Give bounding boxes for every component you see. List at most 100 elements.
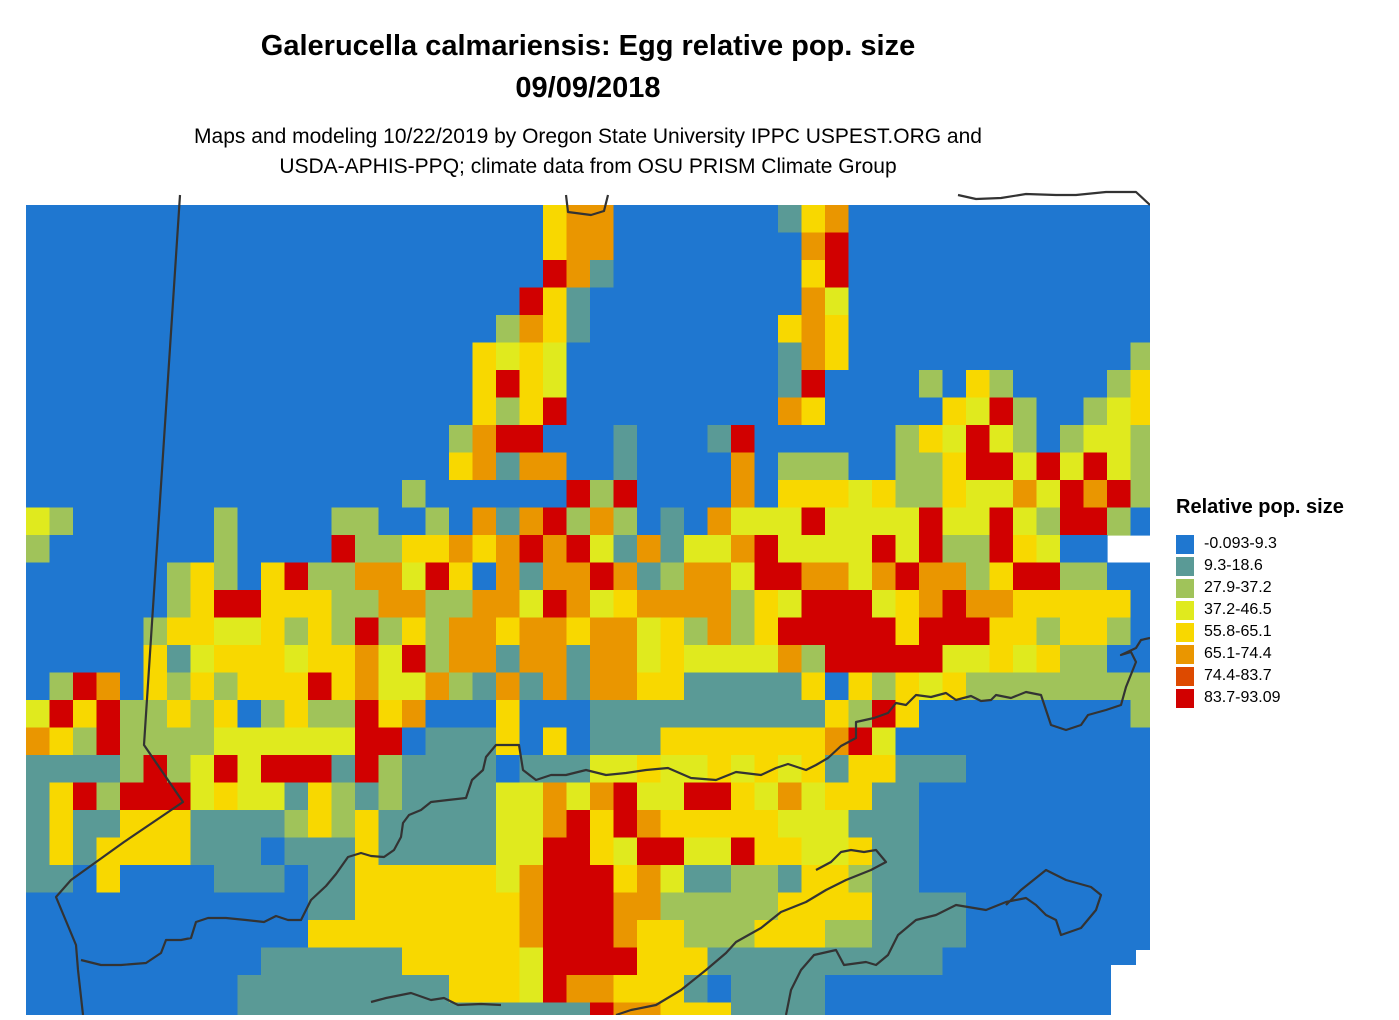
map-cell <box>566 617 591 646</box>
map-cell <box>825 645 850 674</box>
map-cell <box>684 590 709 619</box>
map-cell <box>73 260 98 289</box>
map-cell <box>848 782 873 811</box>
map-cell <box>167 947 192 976</box>
map-cell <box>778 727 803 756</box>
map-cell <box>919 727 944 756</box>
map-cell <box>284 507 309 536</box>
map-cell <box>331 1002 356 1015</box>
map-cell <box>1130 865 1150 894</box>
map-cell <box>1060 507 1085 536</box>
map-cell <box>872 920 897 949</box>
map-cell <box>449 535 474 564</box>
map-cell <box>731 507 756 536</box>
legend-swatch <box>1176 556 1194 576</box>
map-cell <box>73 892 98 921</box>
map-cell <box>496 397 521 426</box>
map-cell <box>472 672 497 701</box>
map-cell <box>754 947 779 976</box>
map-cell <box>613 892 638 921</box>
map-cell <box>449 920 474 949</box>
map-cell <box>496 315 521 344</box>
map-cell <box>590 727 615 756</box>
map-cell <box>73 810 98 839</box>
map-cell <box>872 617 897 646</box>
map-cell <box>801 782 826 811</box>
map-cell <box>49 590 74 619</box>
map-cell <box>1130 810 1150 839</box>
map-cell <box>942 562 967 591</box>
map-cell <box>519 810 544 839</box>
map-cell <box>49 480 74 509</box>
map-cell <box>778 370 803 399</box>
map-cell <box>1083 700 1108 729</box>
map-cell <box>261 315 286 344</box>
map-cell <box>519 782 544 811</box>
map-cell <box>1130 260 1150 289</box>
map-cell <box>919 507 944 536</box>
map-cell <box>308 562 333 591</box>
map-cell <box>872 590 897 619</box>
map-cell <box>214 672 239 701</box>
map-cell <box>1107 562 1132 591</box>
map-cell <box>73 425 98 454</box>
map-cell <box>942 810 967 839</box>
map-cell <box>331 315 356 344</box>
map-cell <box>872 232 897 261</box>
map-cell <box>496 370 521 399</box>
map-cell <box>660 782 685 811</box>
map-cell <box>895 342 920 371</box>
map-cell <box>402 232 427 261</box>
map-cell <box>449 397 474 426</box>
map-cell <box>26 287 51 316</box>
map-cell <box>778 672 803 701</box>
map-cell <box>261 342 286 371</box>
map-cell <box>214 342 239 371</box>
map-cell <box>402 865 427 894</box>
map-cell <box>660 535 685 564</box>
map-cell <box>1036 315 1061 344</box>
map-cell <box>167 865 192 894</box>
map-cell <box>590 507 615 536</box>
map-cell <box>543 452 568 481</box>
map-cell <box>989 480 1014 509</box>
map-cell <box>989 232 1014 261</box>
map-cell <box>919 232 944 261</box>
map-cell <box>637 700 662 729</box>
map-cell <box>731 260 756 289</box>
map-cell <box>331 837 356 866</box>
map-cell <box>355 837 380 866</box>
legend-swatch <box>1176 666 1194 686</box>
map-cell <box>120 672 145 701</box>
map-cell <box>895 1002 920 1015</box>
map-cell <box>49 782 74 811</box>
map-cell <box>73 755 98 784</box>
map-cell <box>590 535 615 564</box>
map-cell <box>566 920 591 949</box>
map-cell <box>96 452 121 481</box>
map-cell <box>754 672 779 701</box>
map-cell <box>190 755 215 784</box>
map-cell <box>966 370 991 399</box>
map-cell <box>331 397 356 426</box>
map-cell <box>660 810 685 839</box>
map-cell <box>660 370 685 399</box>
map-cell <box>214 232 239 261</box>
map-cell <box>989 865 1014 894</box>
map-cell <box>872 535 897 564</box>
map-cell <box>637 397 662 426</box>
map-cell <box>919 645 944 674</box>
map-cell <box>237 507 262 536</box>
map-cell <box>496 205 521 234</box>
map-cell <box>214 920 239 949</box>
map-cell <box>590 617 615 646</box>
map-cell <box>966 920 991 949</box>
map-cell <box>825 892 850 921</box>
map-cell <box>1107 480 1132 509</box>
map-cell <box>637 480 662 509</box>
map-cell <box>848 452 873 481</box>
map-cell <box>472 370 497 399</box>
map-cell <box>402 645 427 674</box>
map-cell <box>237 782 262 811</box>
map-cell <box>660 727 685 756</box>
